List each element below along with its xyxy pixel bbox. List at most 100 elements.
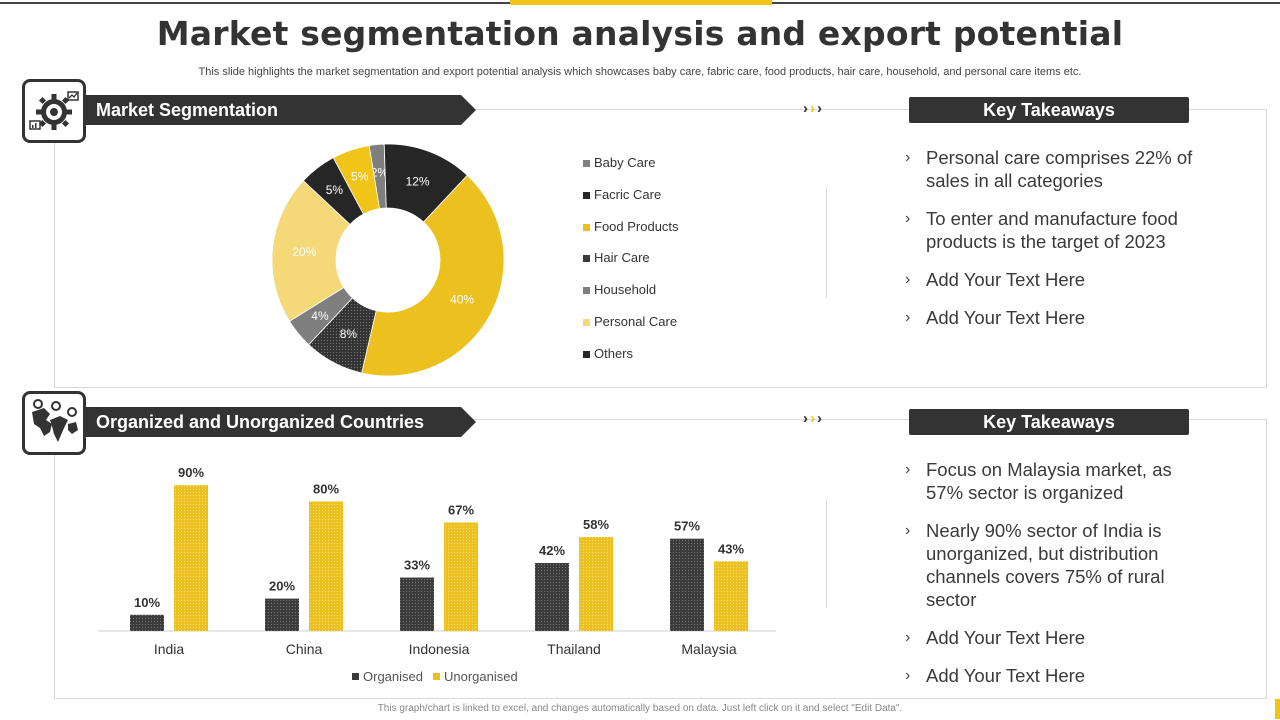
legend-label: Baby Care bbox=[594, 155, 656, 170]
chevron-right-icon: › bbox=[905, 629, 911, 646]
market-segmentation-donut-chart: 2% 12% 40% 8% 4% 20% 5% 5% bbox=[271, 143, 505, 377]
legend-label: Facric Care bbox=[594, 186, 662, 202]
bar-unorganised-india bbox=[174, 485, 208, 631]
takeaway-item: › Nearly 90% sector of India is unorganiz… bbox=[905, 519, 1205, 611]
bar-organised-india bbox=[130, 614, 164, 631]
takeaway-text: Nearly 90% sector of India is unorganize… bbox=[926, 520, 1165, 610]
takeaway-text: Add Your Text Here bbox=[926, 307, 1086, 328]
takeaway-item: › Add Your Text Here bbox=[905, 268, 1205, 291]
legend-swatch bbox=[583, 318, 590, 326]
donut-slice bbox=[332, 145, 380, 215]
legend-swatch bbox=[583, 191, 590, 199]
top-accent-bar bbox=[510, 0, 772, 5]
donut-data-label: 5% bbox=[326, 183, 344, 197]
countries-heading: Organized and Unorganized Countries bbox=[86, 407, 476, 437]
takeaway-item: › Add Your Text Here bbox=[905, 664, 1205, 687]
takeaway-item: › Add Your Text Here bbox=[905, 626, 1205, 649]
takeaway-item: › To enter and manufacture food products … bbox=[905, 207, 1205, 253]
x-tick-label: China bbox=[286, 641, 323, 657]
legend-swatch bbox=[583, 287, 590, 295]
donut-slice bbox=[361, 174, 505, 377]
donut-data-label: 12% bbox=[406, 174, 430, 188]
footer-note: This graph/chart is linked to excel, and… bbox=[377, 703, 903, 714]
donut-data-label: 20% bbox=[292, 245, 316, 259]
legend-item: Personal Care bbox=[583, 314, 679, 346]
chevron-right-icon: › bbox=[905, 309, 911, 326]
chevron-right-icon: › bbox=[905, 271, 911, 288]
legend-item-organised: Organised bbox=[352, 669, 423, 684]
legend-item: Others bbox=[583, 346, 679, 378]
x-tick-label: Indonesia bbox=[409, 641, 470, 657]
donut-legend: Baby Care Facric Care Food Products Hair… bbox=[583, 155, 679, 378]
page-subtitle: This slide highlights the market segment… bbox=[198, 66, 1082, 78]
bar-data-label: 10% bbox=[134, 595, 160, 610]
takeaway-item: › Focus on Malaysia market, as 57% sector… bbox=[905, 458, 1205, 504]
bar-unorganised-thailand bbox=[579, 537, 613, 631]
divider bbox=[826, 500, 827, 608]
chevron-right-icon: › bbox=[905, 461, 911, 478]
page-title: Market segmentation analysis and export … bbox=[156, 14, 1124, 53]
x-tick-label: India bbox=[154, 641, 185, 657]
key-takeaways-heading-1: Key Takeaways bbox=[909, 97, 1189, 123]
legend-item: Food Products bbox=[583, 219, 679, 251]
donut-data-label: 4% bbox=[311, 309, 329, 323]
legend-label: Personal Care bbox=[594, 313, 678, 329]
bar-unorganised-malaysia bbox=[714, 561, 748, 631]
chevron-arrows-icon: ››› bbox=[803, 410, 824, 427]
bar-data-label: 20% bbox=[269, 579, 295, 594]
key-takeaways-heading-2: Key Takeaways bbox=[909, 409, 1189, 435]
countries-bar-chart: 10% 90% India 20% 80% China 33% 67% Indonesia 42%… bbox=[98, 465, 776, 657]
legend-swatch bbox=[583, 160, 590, 167]
bar-data-label: 90% bbox=[178, 465, 204, 480]
bar-unorganised-indonesia bbox=[444, 522, 478, 631]
donut-slice bbox=[271, 180, 351, 322]
market-segmentation-heading: Market Segmentation bbox=[86, 95, 476, 125]
legend-label: Hair Care bbox=[594, 250, 650, 266]
takeaway-text: Add Your Text Here bbox=[926, 627, 1086, 648]
chevron-right-icon: › bbox=[905, 522, 911, 539]
bar-organised-china bbox=[265, 598, 299, 631]
takeaway-item: › Add Your Text Here bbox=[905, 306, 1205, 329]
donut-data-label: 40% bbox=[450, 293, 474, 307]
bar-unorganised-china bbox=[309, 501, 343, 631]
legend-swatch bbox=[583, 223, 590, 231]
bar-data-label: 67% bbox=[448, 502, 474, 517]
x-tick-label: Malaysia bbox=[681, 641, 736, 657]
donut-data-label: 5% bbox=[351, 170, 369, 184]
bar-organised-indonesia bbox=[400, 577, 434, 631]
legend-item: Hair Care bbox=[583, 250, 679, 282]
donut-data-label: 2% bbox=[371, 165, 389, 179]
bar-data-label: 57% bbox=[674, 519, 700, 534]
takeaway-text: Focus on Malaysia market, as 57% sector … bbox=[926, 459, 1172, 503]
chevron-arrows-icon: ››› bbox=[803, 100, 824, 117]
world-map-pins-icon bbox=[22, 391, 86, 455]
legend-label: Organised bbox=[363, 669, 423, 684]
legend-label: Unorganised bbox=[443, 669, 518, 684]
legend-swatch bbox=[583, 255, 590, 263]
legend-swatch bbox=[583, 350, 590, 358]
takeaway-text: Personal care comprises 22% of sales in … bbox=[926, 147, 1193, 191]
chevron-right-icon: › bbox=[905, 667, 911, 684]
legend-swatch bbox=[352, 673, 359, 680]
market-segmentation-panel bbox=[54, 109, 1267, 388]
donut-data-label: 8% bbox=[340, 327, 358, 341]
bar-organised-malaysia bbox=[670, 538, 704, 631]
takeaway-text: To enter and manufacture food products i… bbox=[926, 208, 1178, 252]
bar-data-label: 33% bbox=[404, 558, 430, 573]
legend-swatch bbox=[432, 673, 440, 680]
countries-panel bbox=[54, 419, 1267, 699]
key-takeaways-list-2: › Focus on Malaysia market, as 57% sector… bbox=[905, 458, 1205, 702]
key-takeaways-list-1: › Personal care comprises 22% of sales in… bbox=[905, 146, 1205, 344]
legend-label: Food Products bbox=[594, 218, 679, 234]
takeaway-text: Add Your Text Here bbox=[926, 269, 1086, 290]
bar-data-label: 43% bbox=[718, 541, 744, 556]
legend-item: Household bbox=[583, 282, 679, 314]
bar-data-label: 42% bbox=[539, 543, 565, 558]
takeaway-item: › Personal care comprises 22% of sales in… bbox=[905, 146, 1205, 192]
legend-label: Household bbox=[594, 282, 657, 298]
bar-data-label: 58% bbox=[583, 517, 609, 532]
legend-item: Baby Care bbox=[583, 155, 679, 187]
bar-organised-thailand bbox=[535, 562, 569, 631]
chevron-right-icon: › bbox=[905, 210, 911, 227]
gear-chart-icon bbox=[22, 79, 86, 143]
